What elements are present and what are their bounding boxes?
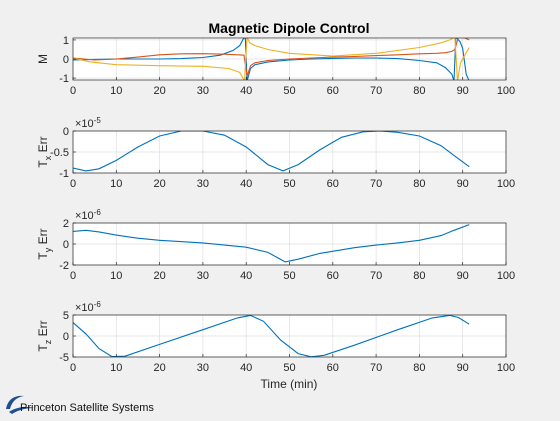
y-tick-label: 2 — [63, 218, 69, 230]
x-tick-label: 0 — [70, 362, 76, 374]
y-tick-label: 0 — [63, 239, 69, 251]
axis-exponent-power: -6 — [94, 300, 102, 309]
x-tick-label: 100 — [497, 362, 515, 374]
series-line-1 — [73, 131, 470, 172]
x-tick-label: 40 — [240, 85, 252, 97]
x-tick-label: 30 — [197, 270, 209, 282]
x-tick-label: 20 — [153, 85, 165, 97]
axis-exponent-power: -6 — [94, 208, 102, 217]
x-tick-label: 30 — [197, 178, 209, 190]
y-axis-label-subscript: z — [43, 339, 53, 344]
x-tick-label: 70 — [370, 85, 382, 97]
series-line-3 — [73, 38, 470, 80]
y-tick-label: -2 — [59, 260, 69, 272]
axis-exponent-power: -5 — [94, 116, 102, 125]
series-line-2 — [73, 38, 470, 77]
x-tick-label: 100 — [497, 85, 515, 97]
x-tick-label: 10 — [110, 270, 122, 282]
y-tick-label: -5 — [59, 352, 69, 364]
chart-title: Magnetic Dipole Control — [209, 20, 370, 36]
x-tick-label: 100 — [497, 270, 515, 282]
axis-exponent: ×10-6 — [75, 208, 101, 222]
x-tick-label: 10 — [110, 362, 122, 374]
x-tick-label: 90 — [457, 85, 469, 97]
x-tick-label: 20 — [153, 270, 165, 282]
y-tick-label: -1 — [59, 168, 69, 180]
x-tick-label: 90 — [457, 270, 469, 282]
x-tick-label: 20 — [153, 178, 165, 190]
y-axis-label: M — [36, 54, 50, 64]
x-tick-label: 40 — [240, 270, 252, 282]
series-line-1 — [73, 315, 470, 357]
y-tick-label: 0 — [63, 126, 69, 138]
y-axis-label-subscript: y — [43, 247, 53, 252]
x-tick-label: 90 — [457, 362, 469, 374]
y-axis-label-tail: Err — [36, 320, 50, 339]
x-tick-label: 10 — [110, 178, 122, 190]
axis-exponent-base: ×10 — [75, 118, 94, 130]
x-tick-label: 80 — [413, 270, 425, 282]
orbit-swoosh-icon: Princeton Satellite Systems — [6, 395, 154, 414]
x-tick-label: 50 — [283, 362, 295, 374]
y-axis-label-main: T — [36, 252, 50, 260]
x-tick-label: 30 — [197, 85, 209, 97]
x-tick-label: 70 — [370, 270, 382, 282]
x-tick-label: 100 — [497, 178, 515, 190]
y-axis-label-main: T — [36, 160, 50, 168]
x-axis-label: Time (min) — [261, 377, 318, 391]
y-axis-label: Tx Err — [36, 136, 53, 167]
y-tick-label: -0.5 — [50, 147, 69, 159]
x-tick-label: 60 — [327, 362, 339, 374]
x-tick-label: 20 — [153, 362, 165, 374]
panel-2: 0 10 20 30 40 50 60 70 80 90 100 -1 -0.5 0 Tx Err ×10-5 — [36, 116, 515, 190]
x-tick-label: 50 — [283, 178, 295, 190]
series-line-1 — [73, 224, 470, 263]
axis-exponent-base: ×10 — [75, 302, 94, 314]
x-tick-label: 60 — [327, 178, 339, 190]
x-tick-label: 80 — [413, 85, 425, 97]
brand-name: Princeton Satellite Systems — [20, 402, 154, 414]
x-tick-label: 0 — [70, 85, 76, 97]
x-tick-label: 50 — [283, 270, 295, 282]
axis-exponent: ×10-6 — [75, 300, 101, 314]
axis-exponent-base: ×10 — [75, 210, 94, 222]
y-axis-label-tail: Err — [36, 136, 50, 155]
x-tick-label: 10 — [110, 85, 122, 97]
x-tick-label: 40 — [240, 178, 252, 190]
x-tick-label: 70 — [370, 362, 382, 374]
y-tick-label: 1 — [63, 35, 69, 47]
x-tick-label: 70 — [370, 178, 382, 190]
x-tick-label: 30 — [197, 362, 209, 374]
y-axis-label-subscript: x — [43, 155, 53, 160]
x-tick-label: 40 — [240, 362, 252, 374]
axis-exponent: ×10-5 — [75, 116, 101, 130]
x-tick-label: 60 — [327, 85, 339, 97]
x-tick-label: 60 — [327, 270, 339, 282]
y-tick-label: -1 — [59, 73, 69, 85]
x-tick-label: 90 — [457, 178, 469, 190]
princeton-satellite-systems-logo: Princeton Satellite Systems — [4, 392, 164, 416]
y-axis-label: Ty Err — [36, 228, 53, 259]
y-tick-label: 0 — [63, 331, 69, 343]
x-tick-label: 80 — [413, 362, 425, 374]
x-tick-label: 50 — [283, 85, 295, 97]
y-tick-label: 0 — [63, 54, 69, 66]
y-axis-label: Tz Err — [36, 320, 53, 351]
x-tick-label: 0 — [70, 178, 76, 190]
y-axis-label-main: T — [36, 344, 50, 352]
x-tick-label: 80 — [413, 178, 425, 190]
y-tick-label: 5 — [63, 310, 69, 322]
y-axis-label-tail: Err — [36, 228, 50, 247]
x-tick-label: 0 — [70, 270, 76, 282]
